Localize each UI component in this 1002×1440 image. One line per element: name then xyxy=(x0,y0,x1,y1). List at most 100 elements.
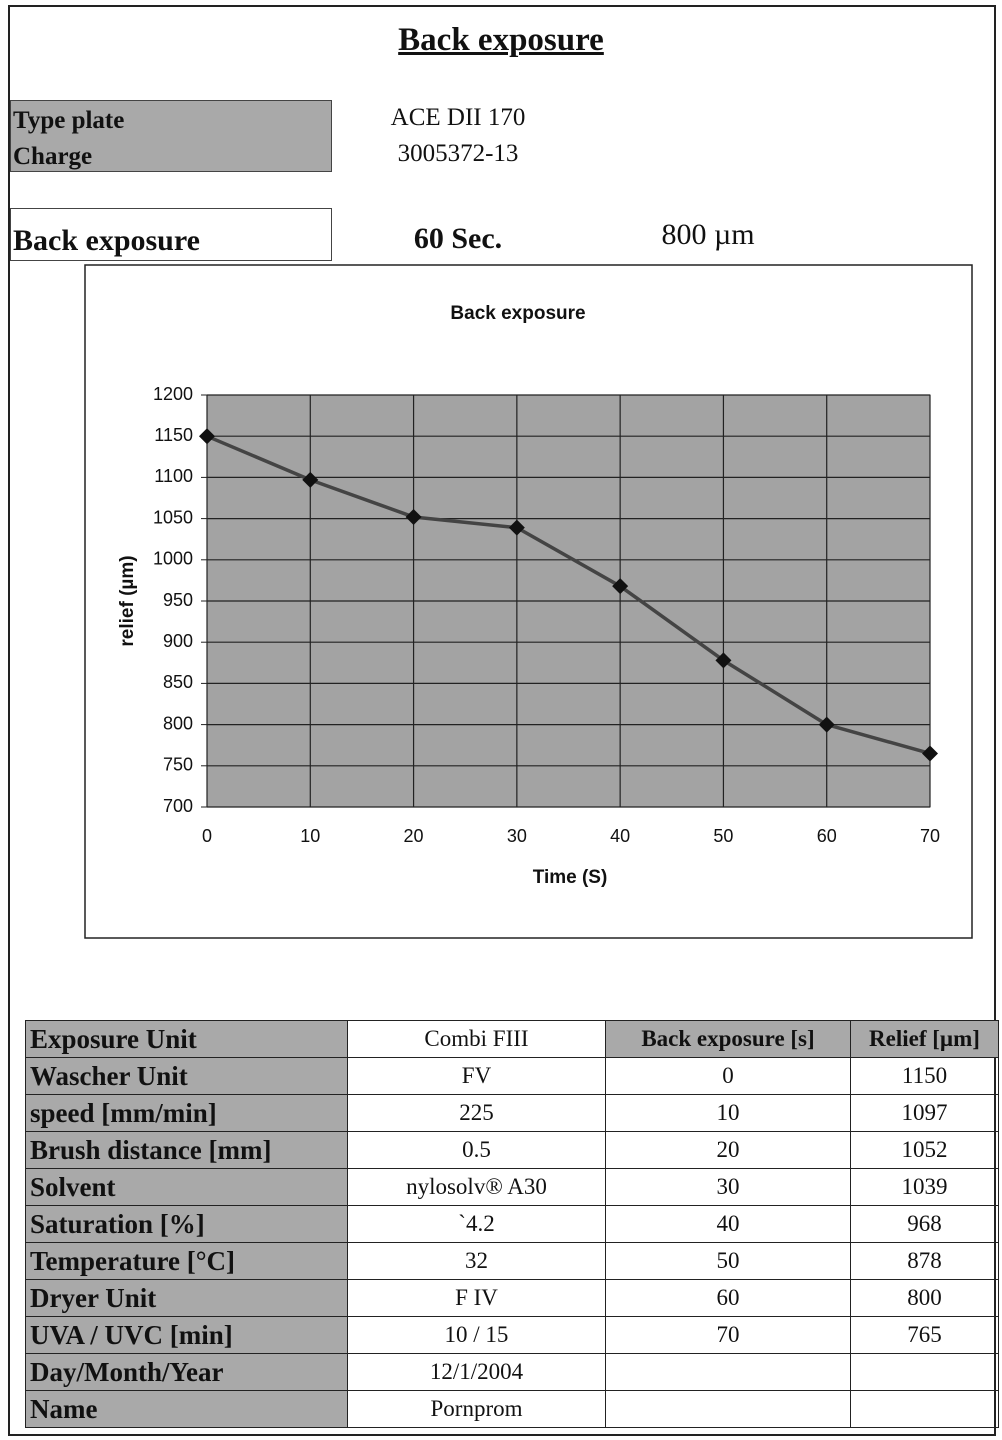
empty-cell xyxy=(605,1390,851,1428)
y-tick-label: 1150 xyxy=(154,425,193,445)
y-axis-label: relief (µm) xyxy=(117,555,138,646)
table-cell: 70 xyxy=(605,1316,851,1354)
empty-cell xyxy=(850,1390,999,1428)
table-cell: 1052 xyxy=(850,1131,999,1169)
table-cell: 50 xyxy=(605,1242,851,1280)
exposure-label: Back exposure xyxy=(13,224,200,257)
table-cell: Combi FIII xyxy=(347,1020,606,1058)
empty-cell xyxy=(605,1353,851,1391)
chart: Back exposure Time (S) relief (µm) 70075… xyxy=(84,264,973,939)
table-cell: 20 xyxy=(605,1131,851,1169)
table-cell: Temperature [°C] xyxy=(25,1242,348,1280)
table-cell: UVA / UVC [min] xyxy=(25,1316,348,1354)
x-tick-label: 50 xyxy=(713,826,733,846)
y-tick-label: 700 xyxy=(163,796,193,816)
x-axis-label: Time (S) xyxy=(533,867,608,888)
table-cell: Wascher Unit xyxy=(25,1057,348,1095)
table-cell: Saturation [%] xyxy=(25,1205,348,1243)
table-row: Name Pornprom xyxy=(25,1390,999,1428)
table-cell: 60 xyxy=(605,1279,851,1317)
page-frame xyxy=(8,5,996,1436)
table-row: Saturation [%] `4.2 40 968 xyxy=(25,1205,999,1243)
table-cell: Dryer Unit xyxy=(25,1279,348,1317)
y-tick-label: 1000 xyxy=(153,549,193,569)
data-point xyxy=(922,745,938,762)
table-cell: 32 xyxy=(347,1242,606,1280)
table-cell: Pornprom xyxy=(347,1390,606,1428)
table-cell: Solvent xyxy=(25,1168,348,1206)
table-cell: 878 xyxy=(850,1242,999,1280)
x-tick-label: 60 xyxy=(817,826,837,846)
chart-title: Back exposure xyxy=(450,303,585,324)
x-tick-label: 0 xyxy=(202,826,212,846)
x-tick-label: 20 xyxy=(404,826,424,846)
table-row: Temperature [°C] 32 50 878 xyxy=(25,1242,999,1280)
info-value: 3005372-13 xyxy=(397,140,519,167)
table-cell: Exposure Unit xyxy=(25,1020,348,1058)
table-cell: 0 xyxy=(605,1057,851,1095)
info-box xyxy=(10,100,332,172)
table-row: Dryer Unit F IV 60 800 xyxy=(25,1279,999,1317)
table-cell: Day/Month/Year xyxy=(25,1353,348,1391)
y-tick-label: 900 xyxy=(163,631,193,651)
table-cell: 10 xyxy=(605,1094,851,1132)
table-cell: FV xyxy=(347,1057,606,1095)
table-row: Wascher Unit FV 0 1150 xyxy=(25,1057,999,1095)
table-cell: 1150 xyxy=(850,1057,999,1095)
table-cell: 765 xyxy=(850,1316,999,1354)
table-row: UVA / UVC [min] 10 / 15 70 765 xyxy=(25,1316,999,1354)
info-label: Type plate xyxy=(13,107,125,134)
data-point xyxy=(818,716,835,733)
table-row: speed [mm/min] 225 10 1097 xyxy=(25,1094,999,1132)
page-title: Back exposure xyxy=(398,22,604,58)
table-cell: Back exposure [s] xyxy=(605,1020,851,1058)
y-tick-label: 750 xyxy=(163,755,193,775)
table-cell: 225 xyxy=(347,1094,606,1132)
table-cell: 800 xyxy=(850,1279,999,1317)
table-cell: 0.5 xyxy=(347,1131,606,1169)
data-point xyxy=(612,578,629,595)
data-point xyxy=(405,508,422,525)
table-cell: `4.2 xyxy=(347,1205,606,1243)
data-point xyxy=(715,652,732,669)
table-row: Exposure Unit Combi FIII Back exposure [s]… xyxy=(25,1020,999,1058)
data-point xyxy=(199,428,215,445)
table-row: Day/Month/Year 12/1/2004 xyxy=(25,1353,999,1391)
x-tick-label: 10 xyxy=(300,826,320,846)
x-tick-label: 30 xyxy=(507,826,527,846)
info-label: Charge xyxy=(13,143,93,170)
info-value: ACE DII 170 xyxy=(390,104,526,131)
data-table: Exposure Unit Combi FIII Back exposure [s]… xyxy=(25,1020,999,1428)
series-line xyxy=(206,434,931,756)
y-tick-label: 800 xyxy=(163,713,193,733)
table-cell: 1097 xyxy=(850,1094,999,1132)
y-tick-label: 1050 xyxy=(153,507,193,527)
x-tick-label: 70 xyxy=(920,826,940,846)
exposure-box xyxy=(10,208,332,261)
table-cell: Relief [µm] xyxy=(850,1020,999,1058)
empty-cell xyxy=(850,1353,999,1391)
y-tick-label: 850 xyxy=(163,672,193,692)
table-cell: 968 xyxy=(850,1205,999,1243)
table-cell: speed [mm/min] xyxy=(25,1094,348,1132)
table-cell: Name xyxy=(25,1390,348,1428)
table-row: Brush distance [mm] 0.5 20 1052 xyxy=(25,1131,999,1169)
exposure-time: 60 Sec. xyxy=(413,222,503,255)
table-cell: nylosolv® A30 xyxy=(347,1168,606,1206)
y-tick-label: 1200 xyxy=(153,384,193,404)
data-point xyxy=(508,519,525,536)
y-tick-label: 950 xyxy=(163,590,193,610)
table-cell: 10 / 15 xyxy=(347,1316,606,1354)
table-cell: 30 xyxy=(605,1168,851,1206)
y-tick-label: 1100 xyxy=(154,466,193,486)
exposure-relief: 800 µm xyxy=(661,218,755,251)
table-cell: 1039 xyxy=(850,1168,999,1206)
table-cell: 12/1/2004 xyxy=(347,1353,606,1391)
x-tick-label: 40 xyxy=(610,826,630,846)
table-cell: 40 xyxy=(605,1205,851,1243)
data-point xyxy=(302,471,319,488)
table-row: Solvent nylosolv® A30 30 1039 xyxy=(25,1168,999,1206)
table-cell: F IV xyxy=(347,1279,606,1317)
table-cell: Brush distance [mm] xyxy=(25,1131,348,1169)
